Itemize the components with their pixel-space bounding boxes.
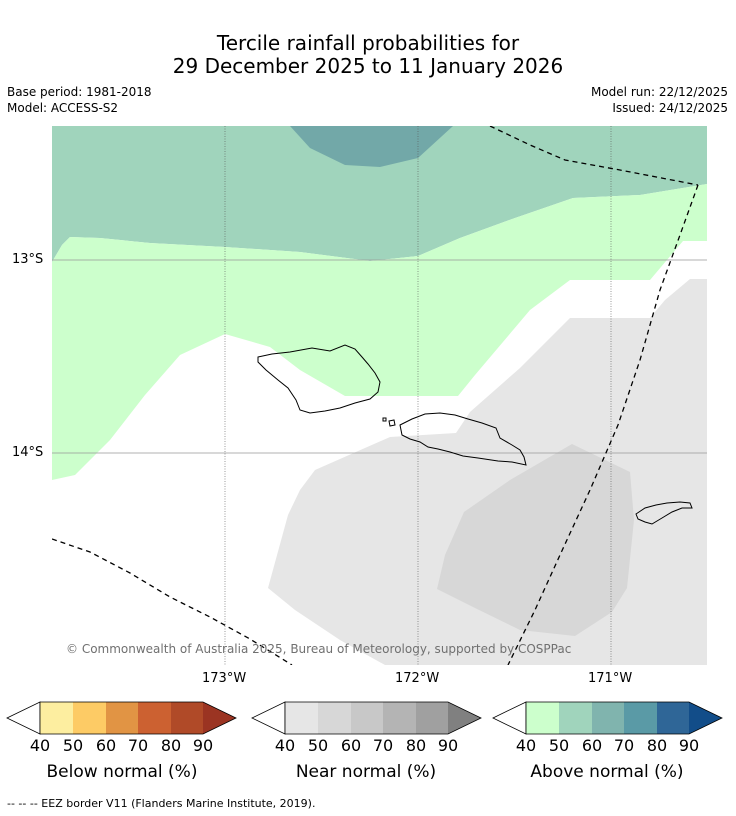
lat-label-13s: 13°S bbox=[12, 252, 44, 267]
above-normal-50-60-region bbox=[52, 126, 707, 262]
meta-right: Model run: 22/12/2025 Issued: 24/12/2025 bbox=[591, 84, 728, 116]
eez-border-east bbox=[507, 184, 699, 665]
tick-label: 80 bbox=[646, 736, 668, 755]
base-period: Base period: 1981-2018 bbox=[7, 85, 152, 99]
lat-label-14s: 14°S bbox=[12, 445, 44, 460]
model-run: Model run: 22/12/2025 bbox=[590, 85, 728, 99]
colorbar-below-swatch bbox=[106, 702, 138, 734]
colorbar-above-outline bbox=[525, 701, 723, 735]
issued-date: Issued: 24/12/2025 bbox=[612, 101, 728, 115]
colorbar-near-normal bbox=[251, 701, 482, 735]
colorbar-near-swatch bbox=[318, 702, 351, 734]
colorbar-above-swatch bbox=[624, 702, 657, 734]
colorbar-above-normal bbox=[492, 701, 723, 735]
colorbar-below-swatch bbox=[40, 702, 73, 734]
colorbar-above-swatch bbox=[559, 702, 592, 734]
tick-label: 40 bbox=[29, 736, 51, 755]
colorbar-above-swatch bbox=[526, 702, 559, 734]
tick-label: 90 bbox=[678, 736, 700, 755]
colorbar-near-label: Near normal (%) bbox=[295, 762, 437, 782]
colorbar-near-swatch bbox=[351, 702, 383, 734]
lon-label-171w: 171°W bbox=[588, 671, 633, 686]
colorbar-below-swatch bbox=[138, 702, 171, 734]
colorbar-near-high-arrow bbox=[448, 702, 481, 734]
colorbar-below-swatch bbox=[171, 702, 203, 734]
colorbar-below-low-arrow bbox=[6, 701, 41, 735]
tick-label: 60 bbox=[581, 736, 603, 755]
tick-label: 60 bbox=[95, 736, 117, 755]
colorbar-above-swatch bbox=[657, 702, 689, 734]
tick-label: 70 bbox=[613, 736, 635, 755]
colorbar-near-swatch bbox=[285, 702, 318, 734]
map-title-line1: Tercile rainfall probabilities for bbox=[216, 31, 520, 55]
tick-label: 70 bbox=[127, 736, 149, 755]
tick-label: 90 bbox=[437, 736, 459, 755]
tick-label: 50 bbox=[548, 736, 570, 755]
tick-label: 70 bbox=[372, 736, 394, 755]
model-name: Model: ACCESS-S2 bbox=[7, 101, 119, 115]
eez-footnote: -- -- -- EEZ border V11 (Flanders Marine… bbox=[7, 797, 316, 810]
near-normal-50-60-region bbox=[437, 444, 634, 636]
colorbar-below-high-arrow bbox=[203, 702, 236, 734]
colorbar-below-swatch bbox=[73, 702, 106, 734]
manono-islet bbox=[388, 419, 396, 427]
copyright-notice: © Commonwealth of Australia 2025, Bureau… bbox=[66, 642, 572, 656]
tick-label: 40 bbox=[515, 736, 537, 755]
eez-border-west bbox=[52, 538, 293, 665]
colorbar-below-normal bbox=[6, 701, 237, 735]
colorbar-below-outline bbox=[39, 701, 237, 735]
map-title-line2: 29 December 2025 to 11 January 2026 bbox=[172, 54, 564, 78]
above-normal-40-50-region bbox=[52, 184, 707, 480]
colorbar-above-label: Above normal (%) bbox=[530, 762, 684, 782]
colorbar-near-swatch bbox=[383, 702, 416, 734]
colorbar-below-label: Below normal (%) bbox=[46, 762, 198, 782]
colorbar-above-high-arrow bbox=[689, 702, 722, 734]
tick-label: 90 bbox=[192, 736, 214, 755]
tutuila-island bbox=[635, 501, 693, 525]
colorbar-near-swatch bbox=[416, 702, 448, 734]
eez-border-north bbox=[489, 126, 699, 186]
lon-label-173w: 173°W bbox=[202, 671, 247, 686]
above-normal-60-70-region bbox=[290, 126, 453, 167]
meta-left: Base period: 1981-2018 Model: ACCESS-S2 bbox=[7, 84, 152, 116]
tick-label: 80 bbox=[160, 736, 182, 755]
colorbar-near-outline bbox=[284, 701, 482, 735]
apolima-islet bbox=[382, 417, 387, 422]
colorbar-above-swatch bbox=[592, 702, 624, 734]
tick-label: 50 bbox=[307, 736, 329, 755]
tick-label: 50 bbox=[62, 736, 84, 755]
tick-label: 40 bbox=[274, 736, 296, 755]
colorbar-near-low-arrow bbox=[251, 701, 286, 735]
savaii-island bbox=[257, 344, 381, 414]
tick-label: 80 bbox=[405, 736, 427, 755]
upolu-island bbox=[399, 412, 527, 466]
lon-label-172w: 172°W bbox=[395, 671, 440, 686]
colorbar-above-low-arrow bbox=[492, 701, 527, 735]
tick-label: 60 bbox=[340, 736, 362, 755]
